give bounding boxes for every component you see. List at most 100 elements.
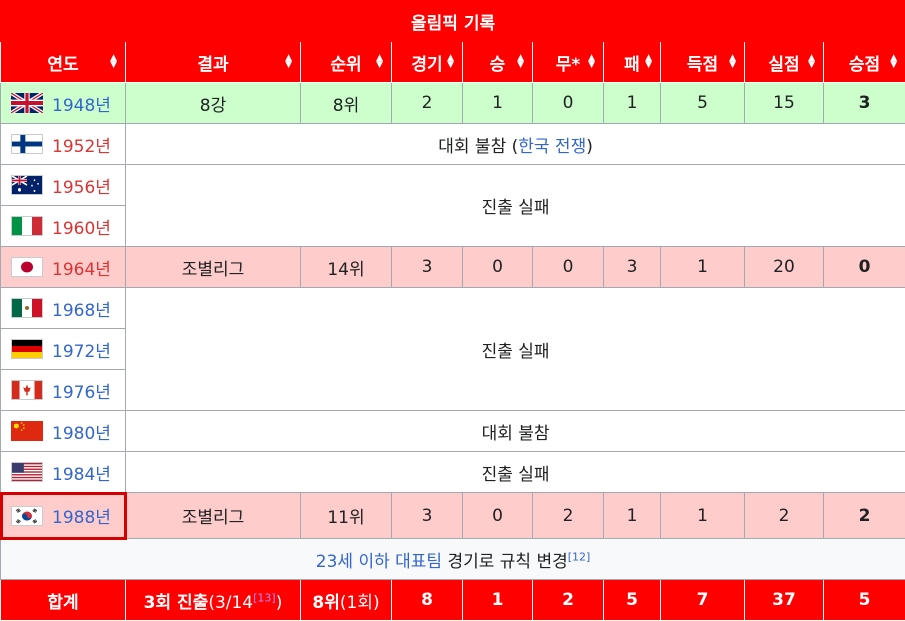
rank-cell: 8위 (301, 83, 392, 124)
losses-cell: 1 (604, 493, 661, 539)
table-row: 1988년 조별리그 11위 3 0 2 1 1 2 2 (1, 493, 905, 539)
year-link[interactable]: 1956년 (52, 178, 111, 198)
header-result[interactable]: 결과▲▼ (126, 42, 301, 83)
total-label: 합계 (1, 580, 126, 621)
sort-arrows-icon[interactable]: ▲▼ (447, 55, 454, 69)
goals-for-cell: 1 (661, 493, 745, 539)
total-points: 5 (824, 580, 905, 621)
year-link[interactable]: 1960년 (52, 219, 111, 239)
result-cell: 8강 (126, 83, 301, 124)
note-cell: 진출 실패 (126, 165, 905, 247)
games-cell: 3 (392, 493, 463, 539)
table-row: 1964년 조별리그 14위 3 0 0 3 1 20 0 (1, 247, 905, 288)
sort-arrows-icon[interactable]: ▲▼ (729, 55, 736, 69)
result-cell: 조별리그 (126, 247, 301, 288)
year-link[interactable]: 1952년 (52, 137, 111, 157)
goals-against-cell: 2 (745, 493, 824, 539)
total-games: 8 (392, 580, 463, 621)
draws-cell: 0 (533, 247, 604, 288)
wins-cell: 0 (463, 493, 533, 539)
total-wins: 1 (463, 580, 533, 621)
rank-cell: 11위 (301, 493, 392, 539)
header-goals-against[interactable]: 실점▲▼ (745, 42, 824, 83)
year-link[interactable]: 1976년 (52, 383, 111, 403)
year-link[interactable]: 1988년 (52, 508, 111, 528)
note-text: 대회 불참 ( (438, 137, 518, 157)
sort-arrows-icon[interactable]: ▲▼ (517, 55, 524, 69)
total-losses: 5 (604, 580, 661, 621)
year-link[interactable]: 1948년 (52, 96, 111, 116)
year-link[interactable]: 1972년 (52, 342, 111, 362)
mexico-flag-icon (11, 298, 43, 318)
note-text-end: ) (586, 137, 593, 157)
table-row: 1956년 진출 실패 (1, 165, 905, 206)
draws-cell: 2 (533, 493, 604, 539)
header-wins[interactable]: 승▲▼ (463, 42, 533, 83)
table-row: 1952년 대회 불참 (한국 전쟁) (1, 124, 905, 165)
goals-against-cell: 15 (745, 83, 824, 124)
note-cell: 진출 실패 (126, 288, 905, 411)
table-title: 올림픽 기록 (1, 1, 905, 42)
usa-flag-icon (11, 462, 43, 482)
table-row: 1984년 진출 실패 (1, 452, 905, 493)
note-cell: 대회 불참 (126, 411, 905, 452)
reference-12[interactable]: [12] (568, 550, 591, 563)
canada-flag-icon (11, 380, 43, 400)
total-result: 3회 진출(3/14[13]) (126, 580, 301, 621)
goals-against-cell: 20 (745, 247, 824, 288)
points-cell: 2 (824, 493, 905, 539)
note-cell: 대회 불참 (한국 전쟁) (126, 124, 905, 165)
italy-flag-icon (11, 216, 43, 236)
header-rank[interactable]: 순위▲▼ (301, 42, 392, 83)
table-row: 1980년 대회 불참 (1, 411, 905, 452)
total-draws: 2 (533, 580, 604, 621)
korean-war-link[interactable]: 한국 전쟁 (518, 137, 586, 157)
sort-arrows-icon[interactable]: ▲▼ (890, 55, 897, 69)
total-row: 합계 3회 진출(3/14[13]) 8위(1회) 8 1 2 5 7 37 5 (1, 580, 905, 621)
header-points[interactable]: 승점▲▼ (824, 42, 905, 83)
header-losses[interactable]: 패▲▼ (604, 42, 661, 83)
rank-cell: 14위 (301, 247, 392, 288)
header-draws[interactable]: 무*▲▼ (533, 42, 604, 83)
year-link[interactable]: 1968년 (52, 301, 111, 321)
u23-team-link[interactable]: 23세 이하 대표팀 (316, 552, 442, 572)
sort-arrows-icon[interactable]: ▲▼ (808, 55, 815, 69)
sort-arrows-icon[interactable]: ▲▼ (376, 55, 383, 69)
year-cell-selected: 1988년 (1, 493, 126, 539)
wins-cell: 1 (463, 83, 533, 124)
sort-arrows-icon[interactable]: ▲▼ (110, 55, 117, 69)
losses-cell: 1 (604, 83, 661, 124)
sort-arrows-icon[interactable]: ▲▼ (588, 55, 595, 69)
header-games[interactable]: 경기▲▼ (392, 42, 463, 83)
header-goals-for[interactable]: 득점▲▼ (661, 42, 745, 83)
reference-13[interactable]: [13] (253, 591, 276, 604)
games-cell: 2 (392, 83, 463, 124)
header-year[interactable]: 연도▲▼ (1, 42, 126, 83)
sort-arrows-icon[interactable]: ▲▼ (645, 55, 652, 69)
year-cell: 1964년 (1, 247, 126, 288)
rule-change-row: 23세 이하 대표팀 경기로 규칙 변경[12] (1, 539, 905, 580)
china-flag-icon (11, 421, 43, 441)
total-goals-against: 37 (745, 580, 824, 621)
year-cell: 1972년 (1, 329, 126, 370)
total-rank: 8위(1회) (301, 580, 392, 621)
year-link[interactable]: 1980년 (52, 424, 111, 444)
wins-cell: 0 (463, 247, 533, 288)
points-cell: 3 (824, 83, 905, 124)
year-cell: 1952년 (1, 124, 126, 165)
total-goals-for: 7 (661, 580, 745, 621)
year-cell: 1948년 (1, 83, 126, 124)
rule-change-note: 23세 이하 대표팀 경기로 규칙 변경[12] (1, 539, 905, 580)
goals-for-cell: 1 (661, 247, 745, 288)
draws-cell: 0 (533, 83, 604, 124)
year-link[interactable]: 1964년 (52, 260, 111, 280)
year-cell: 1960년 (1, 206, 126, 247)
sort-arrows-icon[interactable]: ▲▼ (285, 55, 292, 69)
goals-for-cell: 5 (661, 83, 745, 124)
year-link[interactable]: 1984년 (52, 465, 111, 485)
uk-flag-icon (11, 93, 43, 113)
games-cell: 3 (392, 247, 463, 288)
finland-flag-icon (11, 134, 43, 154)
header-row: 연도▲▼ 결과▲▼ 순위▲▼ 경기▲▼ 승▲▼ 무*▲▼ 패▲▼ 득점▲▼ 실점… (1, 42, 905, 83)
